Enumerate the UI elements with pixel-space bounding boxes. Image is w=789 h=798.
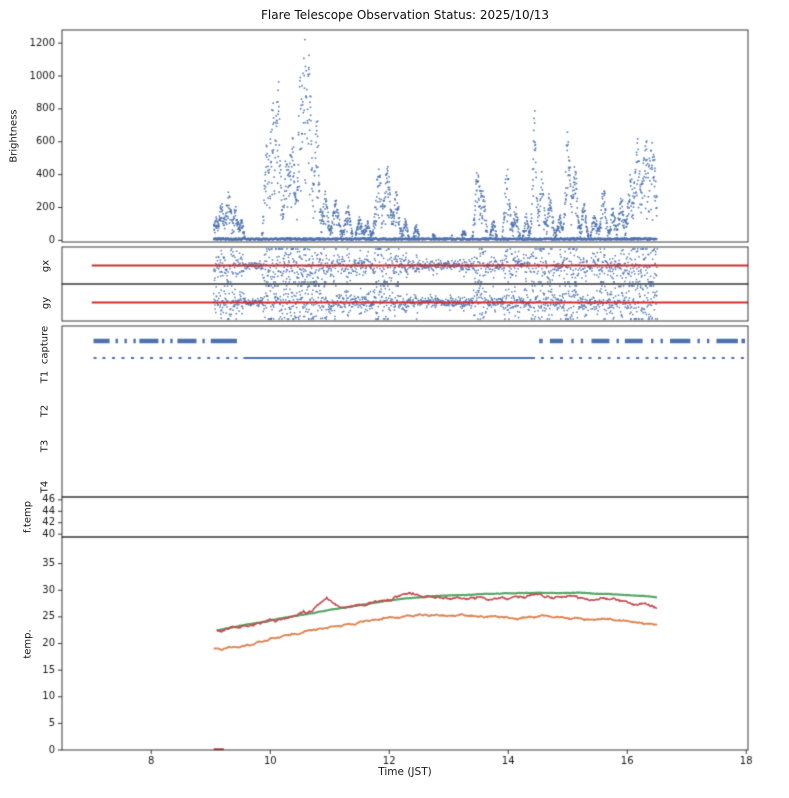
x-axis-label: Time (JST) [378, 766, 432, 778]
y-axis-label-brightness: Brightness [8, 109, 20, 163]
y-axis-label-capture-row-capture: capture [39, 325, 51, 365]
y-axis-label-capture-row-t4: T4 [39, 480, 51, 494]
y-axis-label-capture-row-t3: T3 [39, 439, 51, 453]
y-axis-label-gx: gx [40, 259, 52, 273]
chart-title: Flare Telescope Observation Status: 2025… [261, 8, 549, 22]
y-axis-label-ftemp: f.temp [22, 500, 34, 534]
y-axis-label-gy: gy [40, 296, 52, 310]
y-axis-label-temp: temp. [22, 629, 34, 659]
y-axis-label-capture-row-t2: T2 [39, 404, 51, 418]
y-axis-label-capture-row-t1: T1 [39, 370, 51, 384]
